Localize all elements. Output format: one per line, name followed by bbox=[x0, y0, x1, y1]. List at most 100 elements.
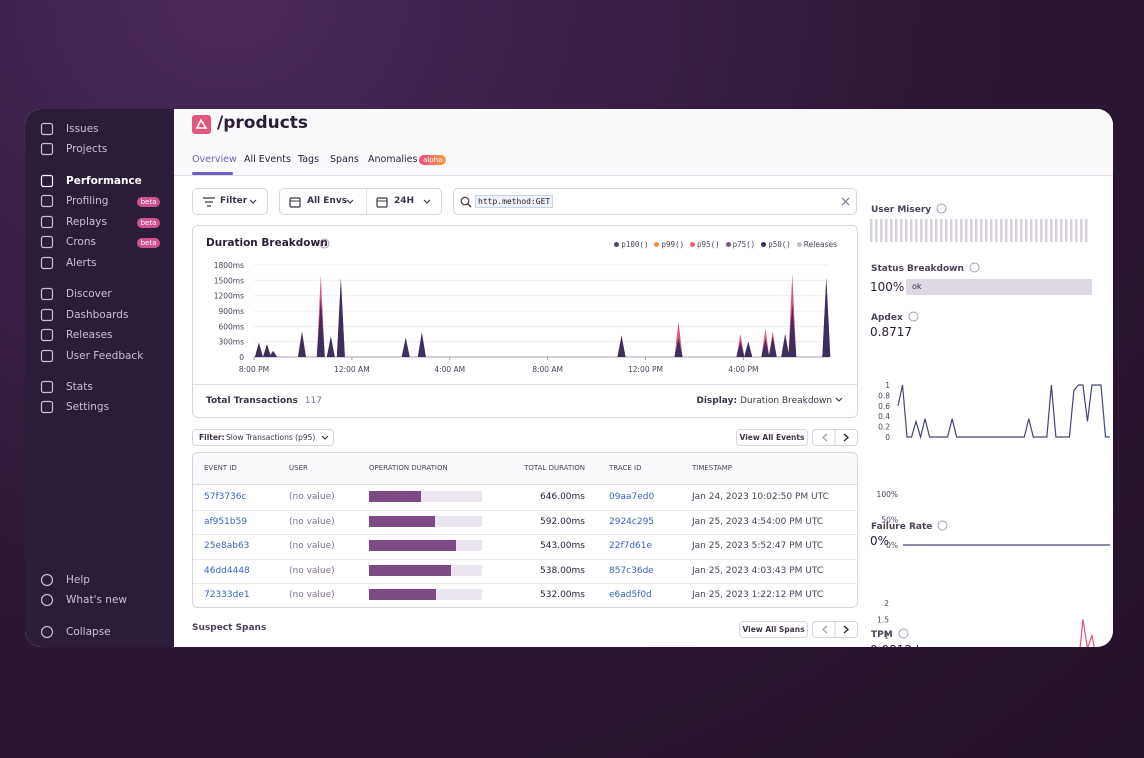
total-duration: 532.00ms bbox=[540, 590, 585, 601]
tab[interactable]: Anomalies bbox=[368, 154, 418, 165]
search-icon bbox=[460, 196, 472, 208]
nav-item[interactable]: Stats bbox=[25, 379, 174, 397]
display-selector[interactable]: Display: Duration Breakdown bbox=[696, 396, 843, 406]
legend-item[interactable]: p100() bbox=[614, 240, 648, 249]
total-duration: 538.00ms bbox=[540, 565, 585, 576]
nav-footer-item[interactable]: Collapse bbox=[25, 624, 174, 642]
nav-item[interactable]: User Feedback bbox=[25, 348, 174, 366]
help-icon bbox=[936, 203, 947, 214]
row-divider bbox=[193, 534, 857, 536]
legend-swatch bbox=[690, 242, 696, 247]
tab[interactable]: Spans bbox=[330, 154, 359, 165]
icon-shape bbox=[40, 142, 54, 156]
nav-icon bbox=[40, 287, 54, 301]
misery-stripe bbox=[910, 219, 913, 242]
tab[interactable]: All Events bbox=[244, 154, 291, 165]
trace-id[interactable]: 22f7d61e bbox=[609, 541, 653, 552]
duration-bar bbox=[369, 589, 436, 601]
misery-stripe bbox=[935, 219, 938, 242]
trace-id[interactable]: 2924c295 bbox=[609, 516, 655, 527]
nav-item[interactable]: Performance bbox=[25, 173, 174, 191]
legend: p100() p99() p95() p75() p50() Releases bbox=[614, 240, 837, 249]
metric-title: Apdex bbox=[871, 311, 919, 323]
nav-item[interactable]: Releases bbox=[25, 327, 174, 345]
search-bar[interactable]: http.method:GET bbox=[453, 188, 857, 215]
row-divider bbox=[193, 583, 857, 585]
spike bbox=[761, 339, 770, 357]
nav-item[interactable]: Projects bbox=[25, 141, 174, 159]
status-bar: ok bbox=[906, 279, 1092, 295]
view-all-spans[interactable]: View All Spans bbox=[739, 621, 808, 638]
trace-id[interactable]: 09aa7ed0 bbox=[609, 492, 655, 502]
misery-stripe bbox=[945, 219, 948, 242]
project-logo bbox=[192, 115, 211, 134]
duration-bar-bg bbox=[369, 589, 482, 601]
nav-label: Stats bbox=[66, 381, 93, 393]
misery-stripe bbox=[1000, 219, 1003, 242]
event-id[interactable]: 46dd4448 bbox=[204, 565, 250, 576]
nav-item[interactable]: Alerts bbox=[25, 255, 174, 273]
total-duration: 646.00ms bbox=[540, 492, 585, 502]
status-label: ok bbox=[912, 282, 922, 291]
legend-item[interactable]: p50() bbox=[761, 240, 791, 249]
misery-stripe bbox=[875, 219, 878, 242]
row-divider bbox=[193, 558, 857, 560]
x-tick-label: 4:00 PM bbox=[728, 365, 758, 374]
misery-stripe bbox=[930, 219, 933, 242]
nav-item[interactable]: Replays beta bbox=[25, 214, 174, 232]
metric-title-text: User Misery bbox=[871, 205, 932, 215]
trace-id[interactable]: 857c36de bbox=[609, 565, 654, 576]
legend-swatch bbox=[614, 242, 620, 247]
chevron bbox=[423, 199, 431, 204]
misery-stripe bbox=[990, 219, 993, 242]
tab[interactable]: Tags bbox=[298, 154, 320, 165]
nav-footer-item[interactable]: Help bbox=[25, 572, 174, 590]
pager[interactable] bbox=[812, 429, 858, 446]
nav-item[interactable]: Dashboards bbox=[25, 307, 174, 325]
spike bbox=[736, 341, 745, 357]
nav-item[interactable]: Profiling beta bbox=[25, 193, 174, 211]
nav-item[interactable]: Discover bbox=[25, 286, 174, 304]
nav-item[interactable]: Crons beta bbox=[25, 234, 174, 252]
legend-item[interactable]: p75() bbox=[725, 240, 755, 249]
event-id[interactable]: 57f3736c bbox=[204, 492, 247, 502]
misery-stripe bbox=[1020, 219, 1023, 242]
legend-item[interactable]: p99() bbox=[654, 240, 684, 249]
events-filter[interactable]: Filter: Slow Transactions (p95) bbox=[192, 429, 334, 446]
nav-item[interactable]: Settings bbox=[25, 399, 174, 417]
nav-badge: beta bbox=[137, 238, 160, 248]
nav-icon bbox=[40, 308, 54, 322]
spike bbox=[781, 334, 790, 357]
legend-item[interactable]: p95() bbox=[690, 240, 720, 249]
nav-footer-item[interactable]: What's new bbox=[25, 592, 174, 610]
misery-stripe bbox=[1060, 219, 1063, 242]
nav-item[interactable]: Issues bbox=[25, 121, 174, 139]
env-period-selector[interactable]: All Envs 24H bbox=[279, 188, 442, 215]
duration-bar-bg bbox=[369, 540, 482, 552]
nav-label: Help bbox=[66, 574, 90, 586]
metric-value: 0.0812 tpm bbox=[870, 643, 940, 647]
tab[interactable]: Overview bbox=[192, 154, 237, 165]
misery-stripe bbox=[965, 219, 968, 242]
column-header: TIMESTAMP bbox=[692, 464, 733, 472]
filter-button[interactable]: Filter bbox=[192, 188, 268, 215]
misery-stripe bbox=[955, 219, 958, 242]
page-title: /products bbox=[217, 113, 309, 133]
nav-icon bbox=[40, 235, 54, 249]
event-id[interactable]: 72333de1 bbox=[204, 590, 250, 601]
event-id[interactable]: 25e8ab63 bbox=[204, 541, 250, 552]
apdex-line bbox=[897, 384, 1110, 440]
legend-item[interactable]: Releases bbox=[796, 240, 837, 249]
misery-stripe bbox=[940, 219, 943, 242]
metric-title-text: Failure Rate bbox=[871, 522, 933, 532]
y-tick-label: 1800ms bbox=[214, 261, 244, 270]
page-header: /products Overview All Events Tags Spans Ano… bbox=[174, 109, 1113, 176]
duration-bar-bg bbox=[369, 491, 482, 502]
pager[interactable] bbox=[812, 621, 858, 638]
nav-label: Performance bbox=[66, 175, 142, 187]
event-id[interactable]: af951b59 bbox=[204, 516, 248, 527]
view-all-events[interactable]: View All Events bbox=[736, 429, 808, 446]
trace-id[interactable]: e6ad5f0d bbox=[609, 590, 652, 601]
misery-stripe bbox=[870, 219, 873, 242]
clear-icon[interactable] bbox=[841, 197, 850, 206]
